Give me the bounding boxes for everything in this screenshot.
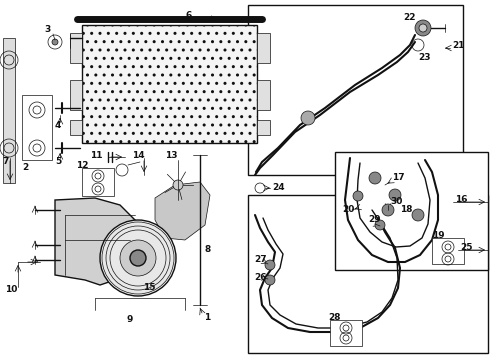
Bar bbox=[3, 38, 15, 183]
Circle shape bbox=[52, 39, 58, 45]
Circle shape bbox=[100, 220, 176, 296]
Text: 25: 25 bbox=[460, 243, 472, 252]
Bar bbox=[257, 120, 270, 135]
Text: 19: 19 bbox=[432, 230, 444, 239]
Bar bbox=[70, 33, 82, 63]
Bar bbox=[70, 80, 82, 110]
Text: 3: 3 bbox=[44, 26, 50, 35]
Circle shape bbox=[265, 260, 275, 270]
Text: 16: 16 bbox=[455, 195, 467, 204]
Circle shape bbox=[353, 191, 363, 201]
Text: 8: 8 bbox=[204, 246, 210, 255]
Bar bbox=[335, 152, 488, 270]
Text: 13: 13 bbox=[165, 150, 177, 159]
Circle shape bbox=[415, 20, 431, 36]
Bar bbox=[82, 168, 114, 196]
Text: 17: 17 bbox=[392, 174, 405, 183]
Circle shape bbox=[265, 275, 275, 285]
Text: 9: 9 bbox=[127, 315, 133, 324]
Text: 2: 2 bbox=[22, 162, 28, 171]
Bar bbox=[22, 95, 52, 160]
Text: 4: 4 bbox=[55, 121, 61, 130]
Text: 28: 28 bbox=[328, 314, 341, 323]
Circle shape bbox=[120, 240, 156, 276]
Text: 26: 26 bbox=[254, 274, 267, 283]
Text: 7: 7 bbox=[2, 158, 8, 166]
Text: 14: 14 bbox=[132, 150, 145, 159]
Circle shape bbox=[130, 250, 146, 266]
Circle shape bbox=[382, 204, 394, 216]
Bar bbox=[432, 238, 464, 264]
Circle shape bbox=[419, 24, 427, 32]
Bar bbox=[82, 25, 257, 143]
Bar bbox=[248, 5, 463, 175]
Circle shape bbox=[173, 180, 183, 190]
Text: 20: 20 bbox=[342, 206, 354, 215]
Text: 27: 27 bbox=[254, 256, 267, 265]
Text: 22: 22 bbox=[403, 13, 416, 22]
Polygon shape bbox=[155, 182, 210, 240]
Bar bbox=[257, 80, 270, 110]
Text: 29: 29 bbox=[368, 216, 381, 225]
Polygon shape bbox=[55, 198, 145, 285]
Circle shape bbox=[375, 220, 385, 230]
Text: 5: 5 bbox=[55, 158, 61, 166]
Circle shape bbox=[389, 189, 401, 201]
Text: 21: 21 bbox=[452, 40, 465, 49]
Text: 1: 1 bbox=[204, 314, 210, 323]
Text: 30: 30 bbox=[390, 198, 402, 207]
Text: 6: 6 bbox=[185, 10, 191, 19]
Text: 11: 11 bbox=[90, 150, 102, 159]
Text: 18: 18 bbox=[400, 206, 413, 215]
Text: 15: 15 bbox=[143, 284, 155, 292]
Text: 24: 24 bbox=[272, 184, 285, 193]
Circle shape bbox=[412, 209, 424, 221]
Circle shape bbox=[369, 172, 381, 184]
Bar bbox=[330, 320, 362, 346]
Text: 12: 12 bbox=[76, 161, 89, 170]
Text: 10: 10 bbox=[5, 285, 17, 294]
Text: 23: 23 bbox=[418, 54, 431, 63]
Circle shape bbox=[301, 111, 315, 125]
Bar bbox=[257, 33, 270, 63]
Bar bbox=[70, 120, 82, 135]
Bar bbox=[248, 195, 488, 353]
